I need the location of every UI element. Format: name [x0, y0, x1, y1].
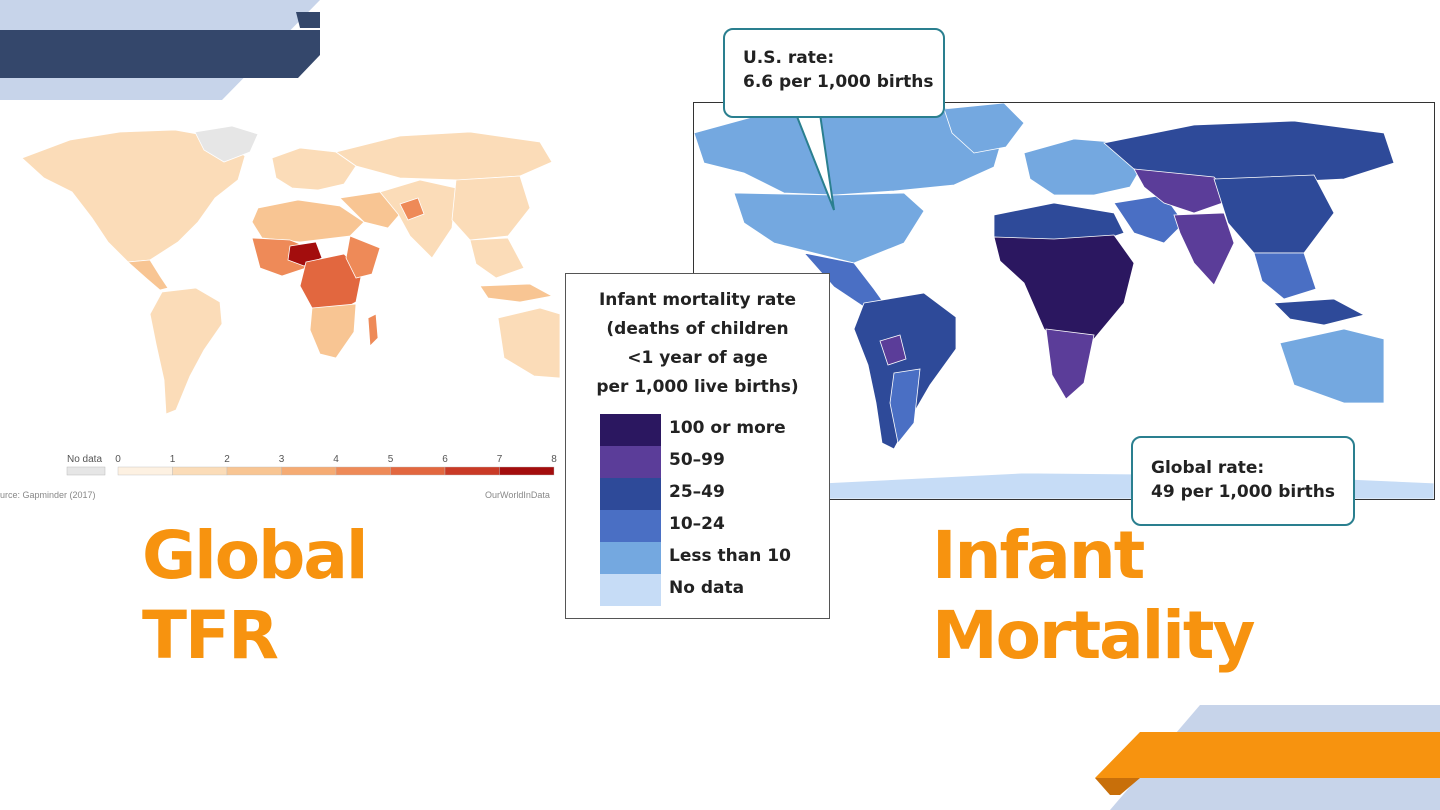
- legend-label: 50–99: [669, 450, 725, 470]
- im-map-southeast-asia: [1253, 252, 1317, 300]
- map-afghanistan: [399, 197, 425, 221]
- infant-mortality-title-line1: Infant: [932, 517, 1145, 594]
- tfr-legend-tick-label: 8: [551, 454, 557, 465]
- global-tfr-title-line1: Global: [142, 517, 369, 594]
- tfr-legend-swatch: [390, 466, 446, 476]
- map-greenland: [194, 125, 259, 163]
- legend-swatch: [600, 510, 661, 542]
- legend-swatch: [600, 574, 661, 606]
- im-map-bolivia: [879, 334, 907, 366]
- map-southern-africa: [309, 303, 357, 359]
- tfr-credit-text: OurWorldInData: [485, 490, 550, 500]
- im-map-southern-africa: [1045, 328, 1095, 400]
- tfr-source-text: urce: Gapminder (2017): [0, 490, 96, 500]
- legend-row-100-or-more: 100 or more: [600, 414, 820, 446]
- im-map-indonesia: [1273, 298, 1366, 326]
- map-central-america: [127, 259, 169, 291]
- tfr-legend-tick-label: 0: [115, 454, 121, 465]
- tfr-legend-tick-label: 3: [279, 454, 285, 465]
- legend-swatch: [600, 446, 661, 478]
- map-madagascar: [367, 313, 379, 347]
- map-north-america: [21, 129, 246, 263]
- map-south-asia: [379, 179, 457, 259]
- im-map-europe: [1023, 138, 1145, 196]
- legend-label: Less than 10: [669, 546, 791, 566]
- map-middle-east: [339, 191, 401, 229]
- tfr-legend-tick-label: 4: [333, 454, 339, 465]
- tfr-legend-no-data-swatch: [66, 466, 106, 476]
- map-australia: [497, 307, 560, 379]
- tfr-legend-swatch: [444, 466, 500, 476]
- tfr-color-legend: No data 0 1 2 3 4 5 6 7 8: [66, 454, 557, 476]
- global-rate-callout: Global rate: 49 per 1,000 births: [1131, 436, 1355, 526]
- map-south-america: [149, 287, 223, 415]
- tfr-legend-tick-label: 5: [388, 454, 394, 465]
- tfr-legend-swatch: [335, 466, 391, 476]
- im-map-greenland: [943, 103, 1025, 154]
- us-rate-label: U.S. rate:: [743, 48, 835, 68]
- legend-row-25-49: 25–49: [600, 478, 820, 510]
- global-rate-label: Global rate:: [1151, 458, 1265, 478]
- us-rate-callout: U.S. rate: 6.6 per 1,000 births: [723, 28, 945, 118]
- tfr-legend-no-data-label: No data: [67, 454, 102, 465]
- legend-swatch: [600, 542, 661, 574]
- infant-mortality-legend-title: Infant mortality rate (deaths of childre…: [596, 290, 799, 397]
- legend-row-50-99: 50–99: [600, 446, 820, 478]
- legend-swatch: [600, 414, 661, 446]
- map-north-africa: [251, 199, 365, 243]
- tfr-legend-swatch: [499, 466, 555, 476]
- legend-row-no-data: No data: [600, 574, 820, 606]
- map-europe: [271, 147, 357, 191]
- legend-row-less-than-10: Less than 10: [600, 542, 820, 574]
- us-rate-value: 6.6 per 1,000 births: [743, 72, 934, 92]
- legend-label: 100 or more: [669, 418, 786, 438]
- im-map-australia: [1279, 328, 1385, 404]
- map-east-asia: [451, 175, 531, 241]
- tfr-legend-swatch: [117, 466, 173, 476]
- infant-mortality-map: [694, 103, 1434, 499]
- tfr-legend-tick-label: 1: [170, 454, 176, 465]
- bottom-right-decorative-banner: [1095, 705, 1440, 810]
- im-map-usa: [733, 192, 925, 264]
- infant-mortality-title: Infant Mortality: [932, 516, 1255, 676]
- tfr-legend-tick-label: 2: [224, 454, 230, 465]
- top-left-decorative-banner: [0, 0, 320, 100]
- us-callout-pointer: [794, 114, 835, 211]
- map-indonesia: [479, 283, 554, 303]
- im-map-southern-cone: [889, 368, 921, 444]
- infant-mortality-title-line2: Mortality: [932, 597, 1255, 674]
- legend-label: 25–49: [669, 482, 725, 502]
- tfr-legend-swatch: [226, 466, 282, 476]
- tfr-legend-swatch: [172, 466, 228, 476]
- im-map-sub-saharan-africa: [993, 234, 1135, 350]
- map-southeast-asia: [469, 237, 525, 279]
- tfr-legend-swatch: [281, 466, 337, 476]
- legend-label: 10–24: [669, 514, 725, 534]
- im-map-south-asia: [1173, 212, 1235, 286]
- legend-label: No data: [669, 578, 745, 598]
- im-map-central-asia: [1133, 168, 1235, 214]
- tfr-legend-tick-label: 6: [442, 454, 448, 465]
- global-rate-value: 49 per 1,000 births: [1151, 482, 1335, 502]
- tfr-legend-tick-label: 7: [497, 454, 503, 465]
- map-horn-of-africa: [345, 235, 381, 279]
- global-tfr-title-line2: TFR: [142, 597, 279, 674]
- legend-row-10-24: 10–24: [600, 510, 820, 542]
- legend-swatch: [600, 478, 661, 510]
- map-russia: [335, 131, 553, 181]
- global-tfr-title: Global TFR: [142, 516, 369, 676]
- global-tfr-map: [21, 125, 560, 415]
- infant-mortality-legend: Infant mortality rate (deaths of childre…: [565, 273, 830, 619]
